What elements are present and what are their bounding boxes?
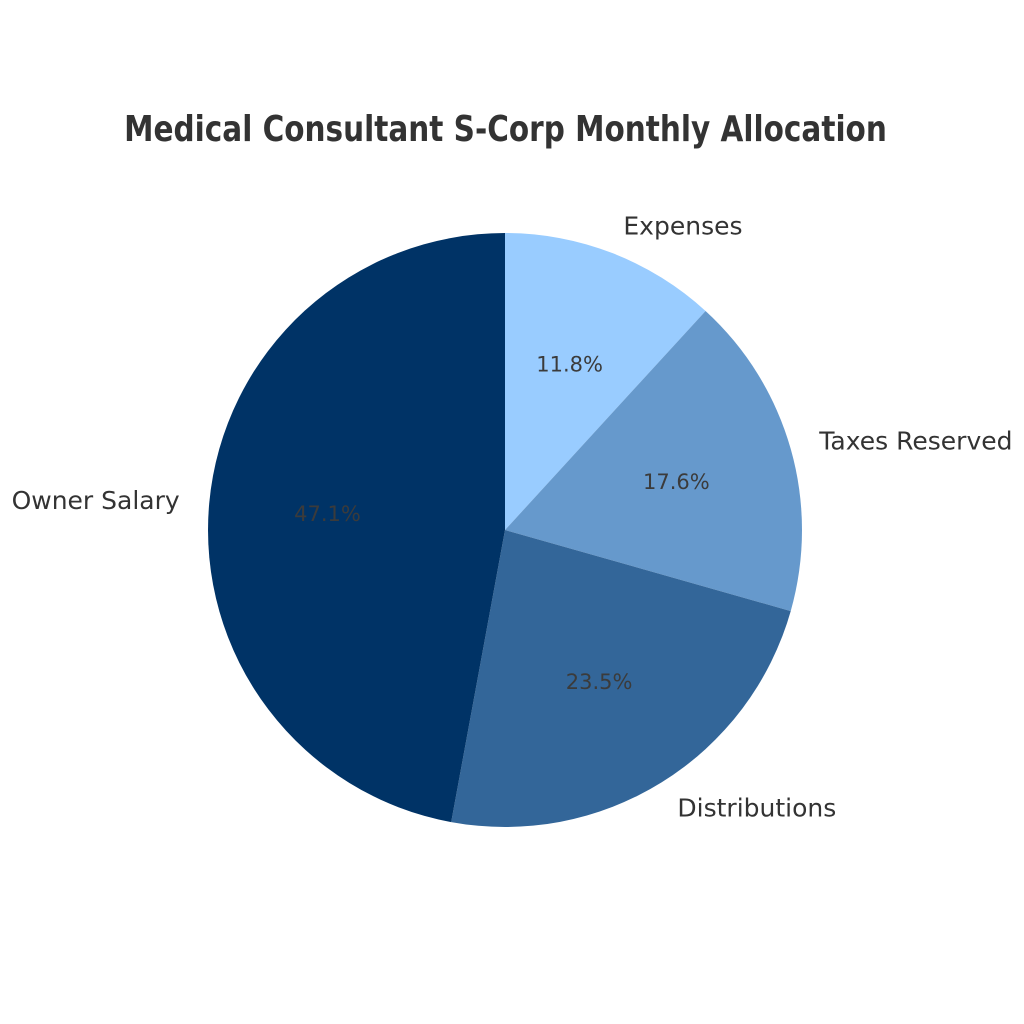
slice-label-owner-salary: Owner Salary — [12, 486, 180, 515]
slice-percent-taxes-reserved: 17.6% — [643, 470, 710, 494]
chart-title: Medical Consultant S-Corp Monthly Alloca… — [124, 109, 887, 150]
pie-slice-distributions — [451, 530, 791, 827]
pie-slice-expenses — [505, 233, 706, 530]
slice-label-expenses: Expenses — [623, 211, 742, 240]
slice-percent-expenses: 11.8% — [536, 352, 603, 376]
slice-label-distributions: Distributions — [677, 793, 836, 822]
pie-slice-owner-salary — [208, 233, 506, 823]
slice-percent-distributions: 23.5% — [566, 670, 633, 694]
pie-slice-taxes-reserved — [505, 310, 802, 612]
slice-percent-owner-salary: 47.1% — [294, 502, 361, 526]
slice-label-taxes-reserved: Taxes Reserved — [818, 427, 1012, 456]
